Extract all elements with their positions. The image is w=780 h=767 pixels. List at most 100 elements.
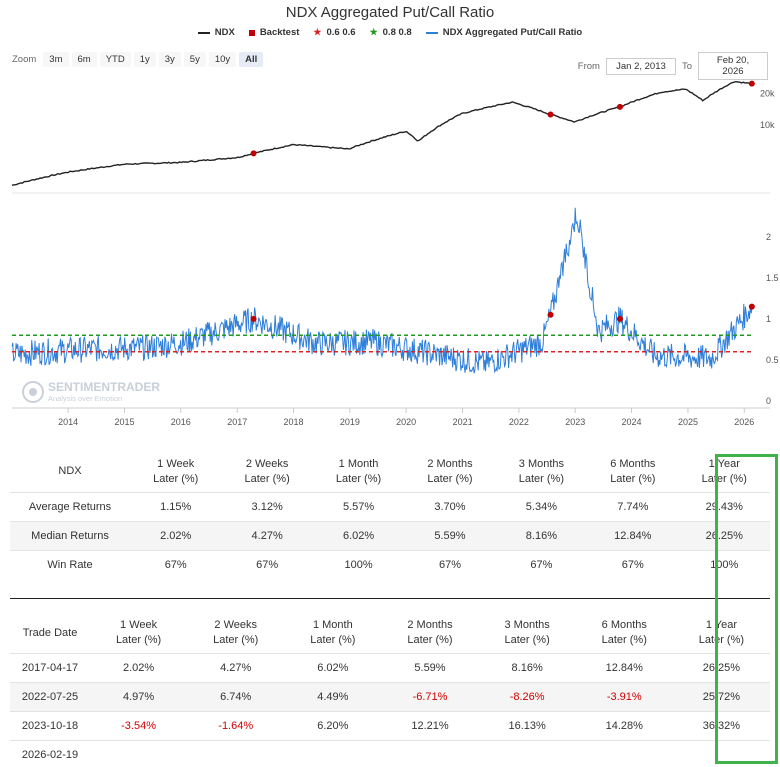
ratio-tick-label: 0.5 <box>766 355 779 365</box>
table-cell: -6.71% <box>381 682 479 712</box>
table-cell: 25.72% <box>672 682 770 712</box>
table-cell: 6.02% <box>312 520 405 550</box>
summary-header-row: NDX 1 Week Later (%) 2 Weeks Later (%) 1 M… <box>10 452 770 492</box>
table-cell: 4.49% <box>284 682 382 712</box>
table-row: Win Rate 67% 67% 100% 67% 67% 67% 100% <box>10 549 770 579</box>
summary-col-header: 1 Month Later (%) <box>335 457 382 485</box>
trades-table: Trade Date 1 Week Later (%) 2 Weeks Later … <box>10 598 770 767</box>
table-cell: 29.43% <box>678 491 770 521</box>
backtest-marker-ratio <box>547 311 554 318</box>
ndx-tick-label: 20k <box>760 88 775 98</box>
reference-lines <box>12 334 752 353</box>
legend-swatch-ratio <box>425 31 438 34</box>
legend-item-ref-high[interactable]: ★ 0.8 0.8 <box>370 27 412 38</box>
trades-col-header: 1 Year Later (%) <box>698 619 745 646</box>
table-cell: 26.25% <box>678 520 770 550</box>
row-label: Average Returns <box>10 491 130 521</box>
table-cell: 3.70% <box>404 491 496 521</box>
backtest-marker-ratio <box>250 315 257 322</box>
legend-item-ratio[interactable]: NDX Aggregated Put/Call Ratio <box>425 27 583 38</box>
watermark: SENTIMENTRADER Analysis over Emotion <box>22 380 160 403</box>
ratio-tick-label: 1 <box>766 314 771 324</box>
legend-item-ndx[interactable]: NDX <box>197 27 235 38</box>
trades-row-header: Trade Date <box>22 626 78 639</box>
summary-col-header: 3 Months Later (%) <box>518 457 565 485</box>
ndx-line <box>11 80 753 186</box>
trades-col-header: 3 Months Later (%) <box>504 619 550 646</box>
zoom-button-3y[interactable]: 3y <box>158 52 181 67</box>
table-cell: 12.84% <box>587 520 679 550</box>
table-cell: 67% <box>587 549 679 579</box>
legend-item-ref-low[interactable]: ★ 0.6 0.6 <box>313 27 355 38</box>
legend-label-ratio: NDX Aggregated Put/Call Ratio <box>442 27 583 38</box>
zoom-button-3m[interactable]: 3m <box>43 52 69 67</box>
table-cell: 2.02% <box>90 653 188 683</box>
zoom-label: Zoom <box>12 54 37 65</box>
table-cell: 4.27% <box>221 520 313 550</box>
backtest-marker-ndx <box>547 111 554 118</box>
x-tick-label: 2018 <box>284 417 304 427</box>
from-date-input[interactable]: Jan 2, 2013 <box>605 57 676 75</box>
ratio-tick-label: 1.5 <box>766 273 779 283</box>
watermark-logo <box>22 381 44 403</box>
chart-area: NDX Aggregated Put/Call Ratio NDX Backte… <box>11 4 779 427</box>
table-cell: 6.20% <box>284 711 382 741</box>
x-tick-label: 2014 <box>58 417 78 427</box>
ratio-line <box>11 207 753 374</box>
zoom-button-1y[interactable]: 1y <box>133 52 156 67</box>
row-label: Win Rate <box>10 549 130 579</box>
table-cell: 6.02% <box>284 653 382 683</box>
backtest-marker-ndx <box>250 150 257 157</box>
x-tick-label: 2020 <box>396 417 416 427</box>
ratio-tick-label: 0 <box>766 396 771 406</box>
summary-col-header: 2 Months Later (%) <box>427 457 473 485</box>
zoom-button-6m[interactable]: 6m <box>71 52 97 67</box>
star-icon: ★ <box>313 27 322 37</box>
table-cell: -3.91% <box>575 682 673 712</box>
x-tick-label: 2019 <box>340 417 360 427</box>
table-row: 2022-07-25 4.97% 6.74% 4.49% -6.71% -8.2… <box>10 682 770 712</box>
table-cell: 67% <box>495 549 588 579</box>
zoom-button-all[interactable]: All <box>239 52 264 67</box>
one-year-highlight <box>715 454 778 764</box>
table-cell-empty <box>90 740 770 767</box>
backtest-marker-ratio <box>748 303 755 310</box>
zoom-button-ytd[interactable]: YTD <box>99 52 131 67</box>
legend-item-backtest[interactable]: Backtest <box>248 27 300 38</box>
trades-col-header: 6 Months Later (%) <box>601 619 647 646</box>
trade-date: 2026-02-19 <box>10 740 90 767</box>
summary-row-header: NDX <box>58 465 82 478</box>
trades-col-header: 2 Weeks Later (%) <box>213 619 259 646</box>
to-label: To <box>681 60 692 72</box>
zoom-button-5y[interactable]: 5y <box>183 52 206 67</box>
chart-title: NDX Aggregated Put/Call Ratio <box>285 4 495 21</box>
axes: 10k 20k 0 0.5 1 1.5 2 2014 2015 2016 2017 2018 2019 2… <box>58 88 778 427</box>
table-cell: 12.84% <box>575 653 673 683</box>
table-cell: 12.21% <box>381 711 479 741</box>
legend-label-ndx: NDX <box>214 27 235 38</box>
table-row-pending: 2026-02-19 <box>10 740 770 767</box>
summary-table: NDX 1 Week Later (%) 2 Weeks Later (%) 1 M… <box>10 452 770 579</box>
ratio-series <box>11 207 753 374</box>
ndx-series <box>11 80 753 186</box>
legend-swatch-backtest <box>248 29 255 36</box>
watermark-logo-core <box>29 388 37 396</box>
legend-label-ref-high: 0.8 0.8 <box>382 27 412 38</box>
zoom-button-10y[interactable]: 10y <box>208 52 237 67</box>
legend-label-ref-low: 0.6 0.6 <box>326 27 356 38</box>
table-cell: 67% <box>404 549 496 579</box>
x-tick-label: 2016 <box>171 417 191 427</box>
x-tick-label: 2022 <box>509 417 529 427</box>
legend-label-backtest: Backtest <box>259 27 300 38</box>
trades-col-header: 1 Month Later (%) <box>310 619 356 646</box>
to-date-input[interactable]: Feb 20, 2026 <box>698 52 768 80</box>
summary-col-header: 2 Weeks Later (%) <box>244 457 290 485</box>
table-row: Average Returns 1.15% 3.12% 5.57% 3.70% … <box>10 491 770 521</box>
x-tick-label: 2021 <box>453 417 473 427</box>
table-row: Median Returns 2.02% 4.27% 6.02% 5.59% 8… <box>10 520 770 550</box>
x-tick-label: 2024 <box>622 417 642 427</box>
trade-date: 2022-07-25 <box>10 682 90 712</box>
table-cell: 8.16% <box>478 653 576 683</box>
table-cell: 100% <box>312 549 405 579</box>
grid <box>12 192 770 409</box>
